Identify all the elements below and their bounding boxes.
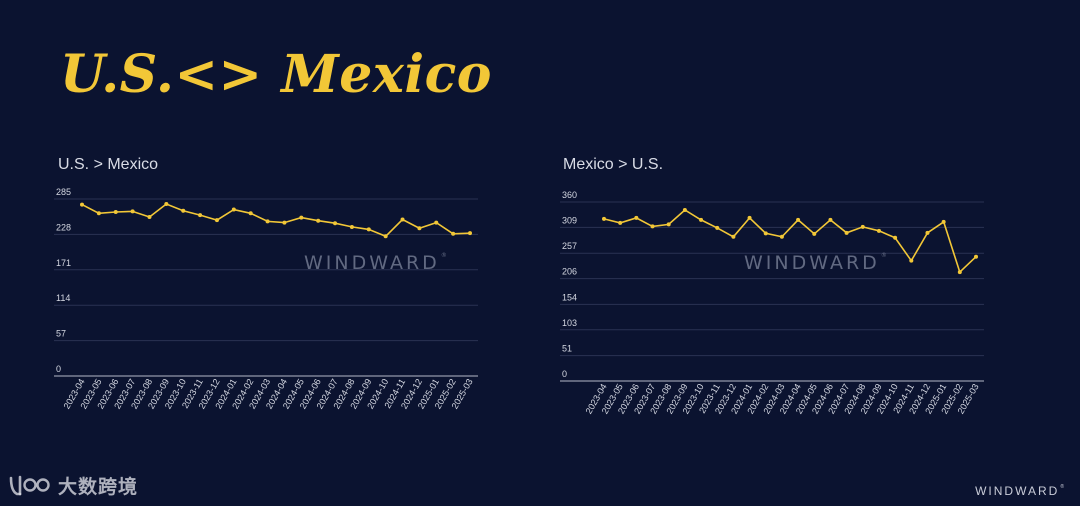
registered-mark: ® xyxy=(880,252,887,259)
data-point xyxy=(366,227,371,232)
page-title: U.S.<> Mexico xyxy=(60,44,492,105)
data-point xyxy=(828,217,833,222)
data-point xyxy=(265,219,270,224)
data-point xyxy=(844,230,849,235)
data-point xyxy=(113,210,118,215)
chart-watermark-left: WINDWARD® xyxy=(304,252,447,274)
data-point xyxy=(434,220,439,225)
chart-title-mexico-to-us: Mexico > U.S. xyxy=(563,156,664,173)
data-point xyxy=(164,201,169,206)
data-point xyxy=(231,207,236,212)
y-tick-label: 285 xyxy=(56,187,71,197)
data-point xyxy=(451,231,456,236)
y-tick-label: 103 xyxy=(562,318,577,328)
registered-mark: ® xyxy=(1060,484,1064,490)
data-point xyxy=(860,224,865,229)
data-point xyxy=(941,219,946,224)
source-logo-text: 大数跨境 xyxy=(58,477,139,498)
data-point xyxy=(666,222,671,227)
data-point xyxy=(316,218,321,223)
data-point xyxy=(468,231,472,236)
y-tick-label: 0 xyxy=(562,369,567,379)
registered-mark: ® xyxy=(440,252,447,259)
data-point xyxy=(282,220,287,225)
data-point xyxy=(876,228,881,233)
data-point xyxy=(400,217,405,222)
data-point xyxy=(699,217,704,222)
data-point xyxy=(731,234,736,239)
source-logo: 大数跨境 xyxy=(8,472,138,499)
data-point xyxy=(214,218,219,223)
series-line xyxy=(81,203,471,238)
y-tick-label: 360 xyxy=(562,190,577,200)
chart-watermark-right: WINDWARD® xyxy=(744,252,887,274)
data-point xyxy=(299,215,304,220)
y-tick-label: 114 xyxy=(56,293,70,303)
data-point xyxy=(957,270,962,275)
data-point xyxy=(383,234,388,239)
chart-title-us-to-mexico: U.S. > Mexico xyxy=(58,156,159,173)
source-logo-icon xyxy=(9,475,50,495)
data-point xyxy=(198,213,203,218)
data-point xyxy=(130,209,135,214)
series-line xyxy=(603,209,977,274)
footer-brand-text: WINDWARD xyxy=(975,484,1060,498)
y-tick-label: 206 xyxy=(562,267,577,277)
data-point xyxy=(763,231,768,236)
watermark-text: WINDWARD xyxy=(744,252,880,274)
data-point xyxy=(417,226,422,231)
data-point xyxy=(618,220,623,225)
data-point xyxy=(893,235,898,240)
data-point xyxy=(682,207,687,212)
data-point xyxy=(80,202,84,207)
y-tick-label: 0 xyxy=(56,364,61,374)
y-tick-label: 257 xyxy=(562,241,577,251)
data-point xyxy=(909,258,914,263)
y-tick-label: 51 xyxy=(562,344,572,354)
y-tick-label: 171 xyxy=(56,258,71,268)
data-point xyxy=(248,211,253,216)
watermark-text: WINDWARD xyxy=(304,252,440,274)
data-point xyxy=(747,215,752,220)
data-point xyxy=(779,234,784,239)
data-point xyxy=(974,254,978,259)
y-tick-label: 154 xyxy=(562,292,577,302)
data-point xyxy=(650,224,655,229)
data-point xyxy=(349,224,354,229)
data-point xyxy=(333,221,338,226)
data-point xyxy=(715,225,720,230)
data-point xyxy=(634,215,639,220)
data-point xyxy=(181,208,186,213)
y-tick-label: 57 xyxy=(56,329,66,339)
y-tick-label: 228 xyxy=(56,222,71,232)
footer-brand-logo: WINDWARD® xyxy=(975,484,1064,498)
data-point xyxy=(147,215,152,220)
data-point xyxy=(96,211,101,216)
y-tick-label: 309 xyxy=(562,215,577,225)
data-point xyxy=(602,216,606,221)
data-point xyxy=(796,217,801,222)
data-point xyxy=(812,231,817,236)
data-point xyxy=(925,230,930,235)
